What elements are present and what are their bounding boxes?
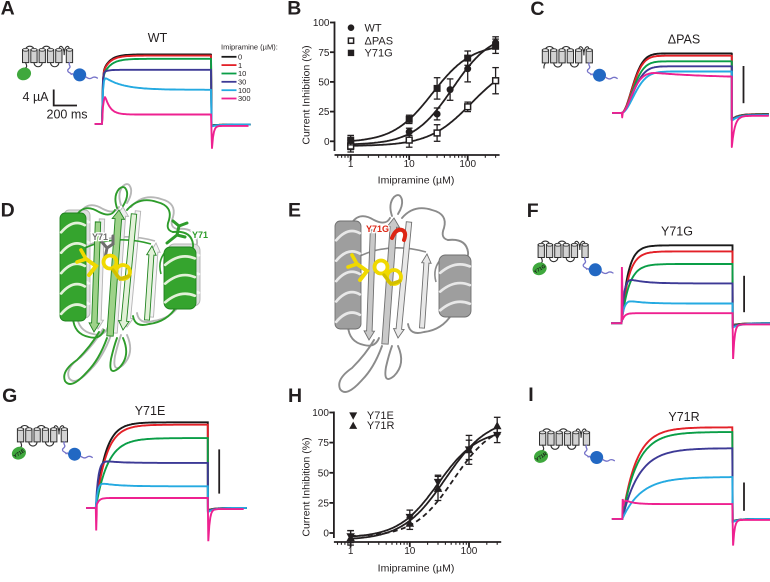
svg-text:Imipramine (µM): Imipramine (µM) <box>378 175 455 187</box>
svg-text:100: 100 <box>461 546 478 557</box>
svg-text:Y71: Y71 <box>192 230 208 240</box>
svg-text:I: I <box>528 384 533 406</box>
svg-text:D: D <box>1 200 15 222</box>
svg-text:10: 10 <box>404 159 416 170</box>
svg-text:30: 30 <box>238 77 246 86</box>
svg-text:100: 100 <box>459 159 476 170</box>
svg-text:Y71R: Y71R <box>367 420 395 432</box>
svg-text:Imipramine (µM): Imipramine (µM) <box>378 563 455 575</box>
svg-text:50: 50 <box>318 78 330 89</box>
svg-text:10: 10 <box>238 69 246 78</box>
svg-text:0: 0 <box>238 52 242 61</box>
svg-text:Y71R: Y71R <box>668 410 699 424</box>
svg-text:4 µA: 4 µA <box>23 90 50 104</box>
svg-text:1: 1 <box>238 61 242 70</box>
svg-text:200 ms: 200 ms <box>47 108 88 122</box>
svg-text:ΔPAS: ΔPAS <box>668 33 700 47</box>
svg-text:H: H <box>288 385 302 407</box>
svg-text:Y71G: Y71G <box>661 225 693 239</box>
svg-text:0: 0 <box>323 529 329 540</box>
svg-text:F: F <box>527 200 539 222</box>
svg-text:Y71G: Y71G <box>365 48 393 60</box>
svg-text:100: 100 <box>313 18 330 29</box>
svg-text:Y71E: Y71E <box>135 404 166 418</box>
svg-text:WT: WT <box>148 31 168 45</box>
svg-text:G: G <box>2 385 17 407</box>
svg-text:25: 25 <box>318 107 330 118</box>
svg-text:75: 75 <box>318 438 330 449</box>
svg-text:Y71G: Y71G <box>366 224 389 234</box>
svg-text:Imipramine (µM):: Imipramine (µM): <box>221 43 278 52</box>
svg-text:1: 1 <box>348 159 354 170</box>
svg-text:C: C <box>530 0 544 20</box>
svg-text:300: 300 <box>238 94 251 103</box>
svg-text:WT: WT <box>365 23 382 35</box>
svg-text:75: 75 <box>318 48 330 59</box>
svg-text:Y71: Y71 <box>92 232 108 242</box>
svg-text:B: B <box>287 0 301 20</box>
svg-text:50: 50 <box>318 468 330 479</box>
svg-text:1: 1 <box>348 546 354 557</box>
svg-text:ΔPAS: ΔPAS <box>365 36 394 48</box>
svg-text:0: 0 <box>324 137 330 148</box>
svg-text:100: 100 <box>238 86 251 95</box>
svg-text:E: E <box>288 200 301 222</box>
svg-text:Current Inhibition (%): Current Inhibition (%) <box>301 45 313 144</box>
svg-text:A: A <box>1 0 15 20</box>
svg-text:Y71E: Y71E <box>367 410 394 422</box>
svg-text:10: 10 <box>404 546 416 557</box>
svg-text:25: 25 <box>318 498 330 509</box>
svg-text:Current Inhibition (%): Current Inhibition (%) <box>301 437 313 536</box>
svg-text:100: 100 <box>312 408 329 419</box>
